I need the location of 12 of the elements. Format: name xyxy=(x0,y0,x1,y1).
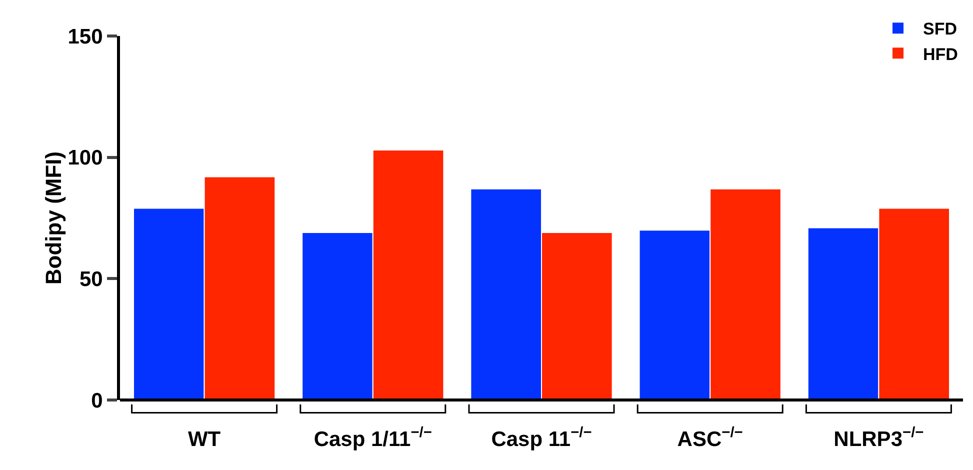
x-tick-label: Casp 1/11$^{−/−}$ xyxy=(314,425,432,451)
legend-label: HFD xyxy=(923,44,958,64)
legend-label: SFD xyxy=(923,20,957,39)
x-tick-label: NLRP3$^{−/−}$ xyxy=(834,425,924,451)
y-tick-label: 100 xyxy=(68,146,103,170)
x-tick-label: WT xyxy=(188,428,221,451)
x-tick-label: Casp 11$^{−/−}$ xyxy=(491,425,592,451)
y-tick-label: 50 xyxy=(79,268,103,292)
y-tick-label: 150 xyxy=(68,25,103,48)
y-tick-label: 0 xyxy=(91,389,103,412)
y-axis-title: Bodipy (MFI) xyxy=(40,151,66,285)
x-tick-label: ASC$^{−/−}$ xyxy=(677,425,743,451)
